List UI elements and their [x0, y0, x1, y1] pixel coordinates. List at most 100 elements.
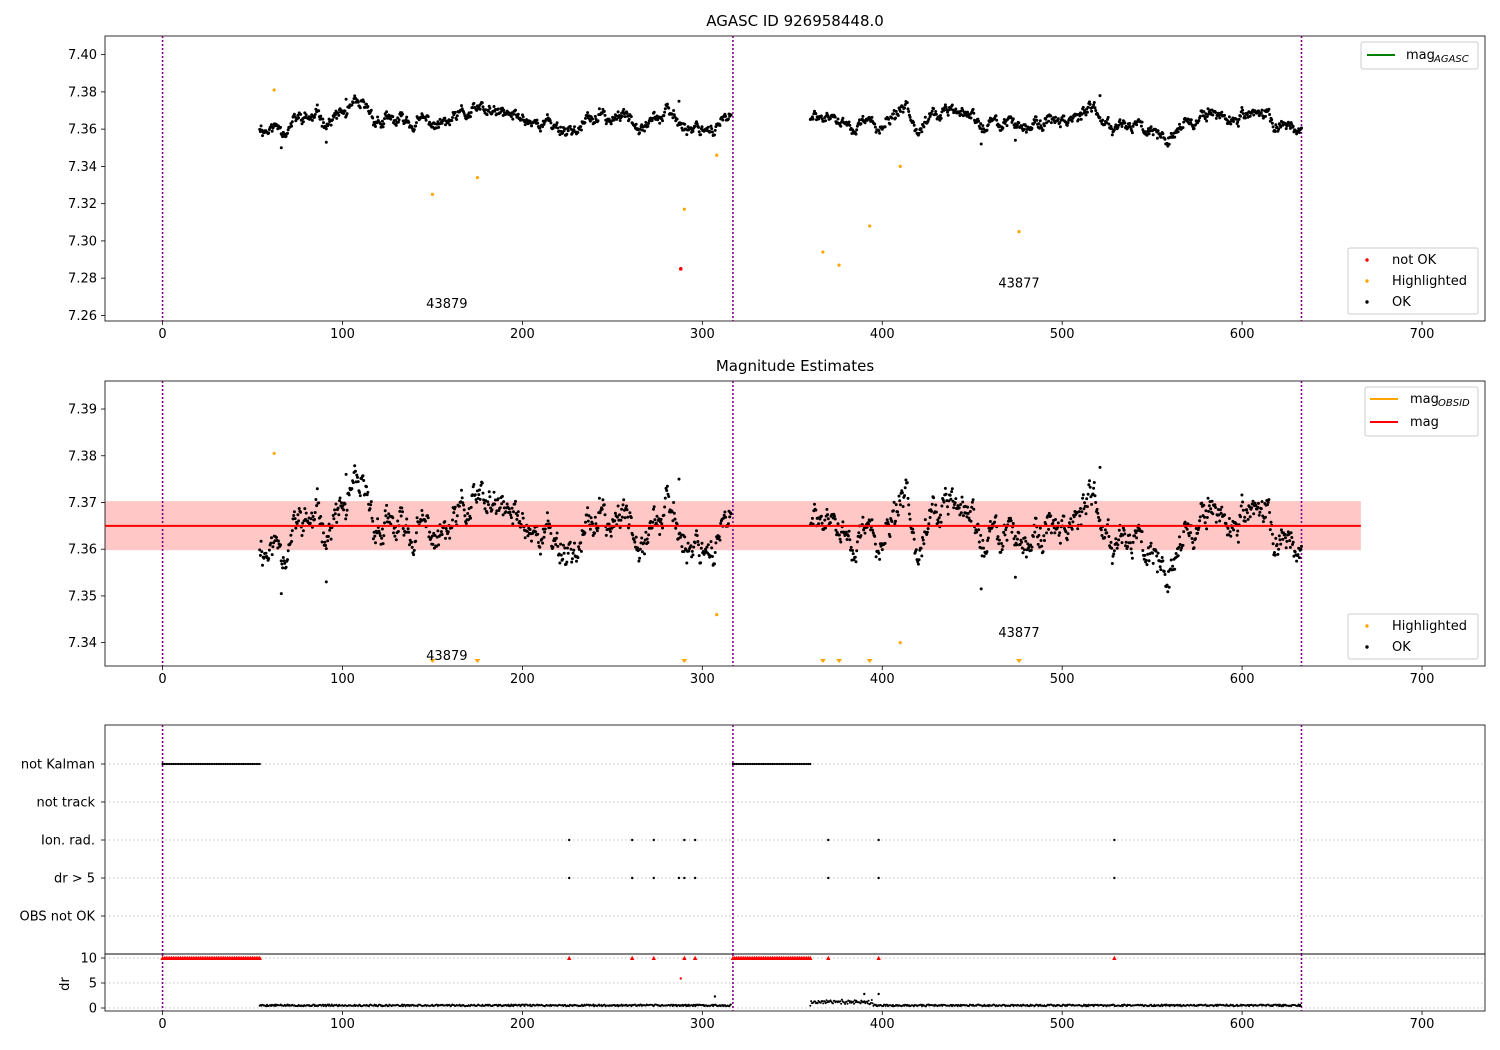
ok-point — [1277, 127, 1281, 131]
ok-point — [1291, 124, 1295, 128]
ok-point — [289, 533, 293, 537]
ok-point — [666, 492, 670, 496]
ok-point — [591, 117, 594, 121]
ok-point — [917, 131, 921, 135]
axes-frame — [104, 380, 1486, 667]
not-kalman-point — [771, 762, 774, 766]
ok-point — [337, 513, 341, 517]
ion-rad-point — [652, 838, 655, 842]
ok-point — [294, 526, 298, 530]
obsid-annotation: 43877 — [998, 626, 1039, 641]
ok-point — [1049, 121, 1053, 125]
ok-point — [571, 551, 575, 555]
ok-point — [558, 561, 562, 565]
legend-marker-highlighted — [1365, 624, 1369, 628]
ok-point — [385, 110, 389, 114]
ok-point — [365, 493, 369, 497]
ok-point — [583, 121, 587, 125]
axes-frame — [104, 953, 1486, 1012]
ok-point — [347, 493, 351, 497]
ok-point — [971, 498, 975, 502]
ok-point — [615, 515, 619, 519]
ok-point — [618, 119, 622, 122]
ok-point — [515, 517, 519, 521]
ok-point — [583, 531, 587, 535]
ok-point — [536, 541, 540, 544]
ok-point — [629, 115, 633, 119]
ok-point — [343, 502, 347, 506]
ok-point — [1013, 534, 1017, 538]
ok-point — [1223, 513, 1227, 517]
ion-rad-point — [630, 838, 634, 842]
ok-point — [1047, 119, 1051, 123]
ok-point — [1198, 114, 1202, 118]
ok-point — [1033, 120, 1037, 124]
ok-point — [946, 110, 949, 114]
ok-point — [328, 528, 332, 532]
not-kalman-point — [197, 762, 200, 766]
ok-point — [1259, 111, 1263, 115]
ok-point — [823, 518, 827, 522]
not-kalman-point — [800, 762, 803, 766]
ok-point — [559, 553, 563, 557]
clipped-dr-marker — [826, 955, 831, 960]
ok-point — [697, 543, 700, 547]
ok-point — [873, 125, 877, 129]
ok-point — [1106, 518, 1110, 522]
ok-point — [890, 116, 894, 120]
ok-point — [665, 489, 669, 492]
ok-point — [1054, 115, 1057, 119]
ok-point — [1145, 563, 1149, 567]
ok-point — [1116, 543, 1120, 547]
ok-point — [647, 526, 651, 530]
obsid-magnitude-panel: Magnitude Estimates 0 100 200 300 400 500 600 7… — [68, 357, 1486, 687]
ok-point — [512, 112, 515, 116]
not-kalman-point — [737, 762, 740, 766]
ok-point — [939, 520, 943, 524]
ok-point — [724, 114, 728, 118]
not-kalman-point — [782, 762, 785, 766]
ok-point — [619, 518, 623, 522]
below-range-marker — [866, 659, 873, 663]
ok-point — [925, 530, 929, 534]
ok-point — [713, 133, 716, 137]
ok-point — [894, 109, 898, 113]
ok-point — [907, 512, 911, 516]
flag-category-label: not track — [36, 796, 95, 811]
dr-point — [821, 1000, 824, 1003]
ok-point — [286, 549, 290, 553]
ok-point — [680, 545, 684, 549]
ok-point — [575, 559, 578, 563]
ok-point — [690, 549, 694, 553]
ok-point — [548, 119, 552, 122]
ok-point — [1151, 133, 1155, 137]
ok-point — [279, 125, 282, 129]
ok-point — [714, 541, 718, 545]
not-kalman-point — [217, 762, 220, 766]
ok-point — [597, 107, 601, 111]
ok-point — [493, 108, 497, 111]
dr-gt-5-point — [567, 876, 571, 880]
not-kalman-point — [219, 762, 222, 766]
ok-point — [1018, 543, 1022, 546]
ok-point — [455, 514, 459, 518]
ok-point — [1290, 536, 1294, 539]
ok-point — [1245, 508, 1249, 512]
ok-point — [1267, 107, 1271, 111]
ok-point — [261, 563, 264, 567]
ok-point — [462, 508, 466, 512]
ok-point — [555, 531, 559, 535]
dr-point — [1278, 1005, 1281, 1008]
ok-point — [626, 114, 630, 118]
ok-point — [534, 530, 538, 534]
ok-point — [644, 120, 648, 124]
ok-point — [412, 548, 416, 552]
ok-point — [1169, 558, 1173, 562]
ok-point — [898, 109, 902, 113]
ok-point — [949, 497, 953, 501]
ok-point — [903, 106, 906, 110]
not-kalman-point — [228, 762, 231, 766]
ok-point — [381, 125, 385, 129]
not-kalman-point — [798, 762, 801, 766]
ok-point — [286, 558, 289, 562]
